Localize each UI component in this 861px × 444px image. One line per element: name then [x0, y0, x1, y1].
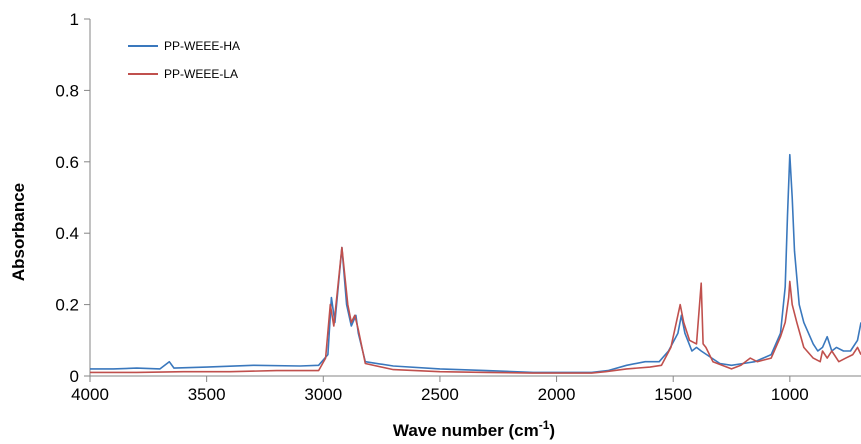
x-tick-label: 1500: [654, 385, 692, 404]
y-axis: 0 0.2 0.4 0.6 0.8 1: [55, 10, 91, 386]
y-tick-label: 0: [70, 367, 79, 386]
y-tick-label: 0.8: [55, 81, 79, 100]
x-tick-label: 4000: [71, 385, 109, 404]
x-tick-label: 2000: [538, 385, 576, 404]
x-tick-label: 1000: [771, 385, 809, 404]
legend-label: PP-WEEE-HA: [164, 39, 240, 53]
y-tick-label: 1: [70, 10, 79, 29]
x-tick-label: 2500: [421, 385, 459, 404]
y-tick-label: 0.4: [55, 224, 79, 243]
series-line-pp-weee-ha: [90, 153, 861, 374]
x-axis-title-superscript: -1: [539, 418, 550, 432]
y-tick-label: 0.2: [55, 296, 79, 315]
x-axis-title: Wave number (cm-1): [393, 418, 555, 440]
x-tick-label: 3000: [304, 385, 342, 404]
x-axis-title-text: Wave number (cm: [393, 421, 539, 440]
legend-label: PP-WEEE-LA: [164, 67, 238, 81]
y-axis-title: Absorbance: [9, 183, 28, 281]
x-tick-label: 3500: [188, 385, 226, 404]
series-line-pp-weee-la: [90, 246, 861, 374]
y-tick-label: 0.6: [55, 153, 79, 172]
x-axis: 4000 3500 3000 2500 2000 1500 1000: [71, 375, 861, 404]
legend: PP-WEEE-HA PP-WEEE-LA: [128, 39, 240, 81]
series-lines: [90, 153, 861, 374]
x-axis-title-suffix: ): [549, 421, 555, 440]
